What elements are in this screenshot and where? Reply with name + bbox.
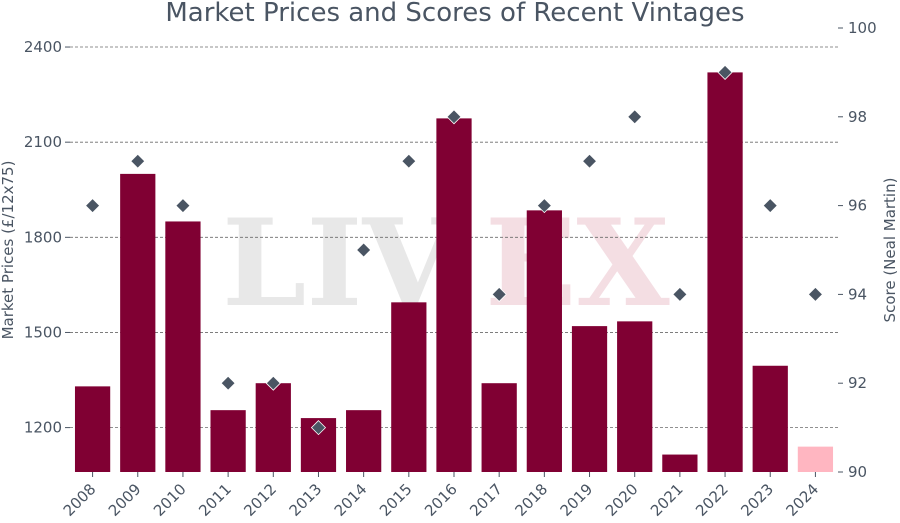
x-tick-label-2019: 2019 [557,480,597,520]
right-axis: 90 92 94 96 98 100 [838,19,877,481]
bar-2009 [120,173,156,472]
score-marker-2014 [356,242,372,258]
score-marker-2012 [265,375,281,391]
y-tick-label-2100: 2100 [24,133,62,151]
bar-2018 [526,210,562,472]
x-tick-label-2008: 2008 [60,480,100,520]
y2-axis-label: Score (Neal Martin) [881,178,899,323]
x-tick-label-2020: 2020 [602,480,642,520]
x-tick-label-2016: 2016 [421,480,461,520]
x-tick-label-2018: 2018 [511,480,551,520]
x-tick-label-2014: 2014 [331,480,371,520]
bar-2020 [617,321,653,472]
y2-tick-label-100: 100 [848,19,877,37]
x-tick-label-2023: 2023 [737,480,777,520]
bar-2022 [707,72,743,473]
bar-2010 [165,221,201,472]
bar-2023 [752,365,788,472]
score-marker-2008 [85,198,101,214]
x-tick-label-2011: 2011 [195,480,235,520]
score-marker-2015 [401,153,417,169]
left-axis: 1200 1500 1800 2100 2400 [24,38,70,437]
bar-2019 [571,326,608,472]
x-axis: 2008 2009 2010 2011 2012 2013 2014 2015 2016 2017… [60,472,823,520]
y-tick-label-1800: 1800 [24,228,62,246]
x-tick-label-2012: 2012 [240,480,280,520]
score-marker-2009 [130,153,146,169]
y2-tick-label-90: 90 [848,463,867,481]
score-series [85,64,823,436]
score-marker-2021 [672,286,688,302]
y2-tick-label-98: 98 [848,108,867,126]
chart-title: Market Prices and Scores of Recent Vinta… [165,0,744,28]
x-tick-label-2015: 2015 [376,480,416,520]
x-tick-label-2013: 2013 [286,480,326,520]
watermark-ex: EX [485,193,670,334]
score-marker-2024 [807,286,823,302]
bar-2012 [255,383,291,472]
score-marker-2018 [536,198,552,214]
score-marker-2010 [175,198,191,214]
bar-2008 [74,386,111,472]
bar-2021 [662,454,698,472]
y2-tick-label-96: 96 [848,197,867,215]
x-tick-label-2022: 2022 [692,480,732,520]
x-tick-label-2021: 2021 [647,480,687,520]
score-marker-2020 [627,109,643,125]
x-tick-label-2024: 2024 [783,480,823,520]
y2-tick-label-92: 92 [848,374,867,392]
score-marker-2023 [762,198,778,214]
bar-2024 [797,446,834,472]
y-tick-label-1200: 1200 [24,419,62,437]
bar-series [74,72,834,473]
y2-tick-label-94: 94 [848,285,867,303]
watermark: LIV EX [222,193,670,334]
bar-2014 [346,410,382,472]
score-marker-2017 [491,286,507,302]
bar-2011 [210,410,246,472]
score-marker-2013 [310,420,327,436]
score-marker-2019 [581,153,598,169]
score-marker-2022 [717,64,733,80]
bar-2015 [391,302,427,472]
y-tick-label-1500: 1500 [24,323,62,341]
x-tick-label-2009: 2009 [105,480,145,520]
score-marker-2011 [220,375,236,391]
x-tick-label-2010: 2010 [150,480,190,520]
y-axis-label: Market Prices (£/12x75) [0,161,17,340]
y-tick-label-2400: 2400 [24,38,62,56]
bar-2016 [436,118,472,472]
bar-2017 [481,383,517,472]
x-tick-label-2017: 2017 [466,480,506,520]
score-marker-2016 [446,109,462,125]
